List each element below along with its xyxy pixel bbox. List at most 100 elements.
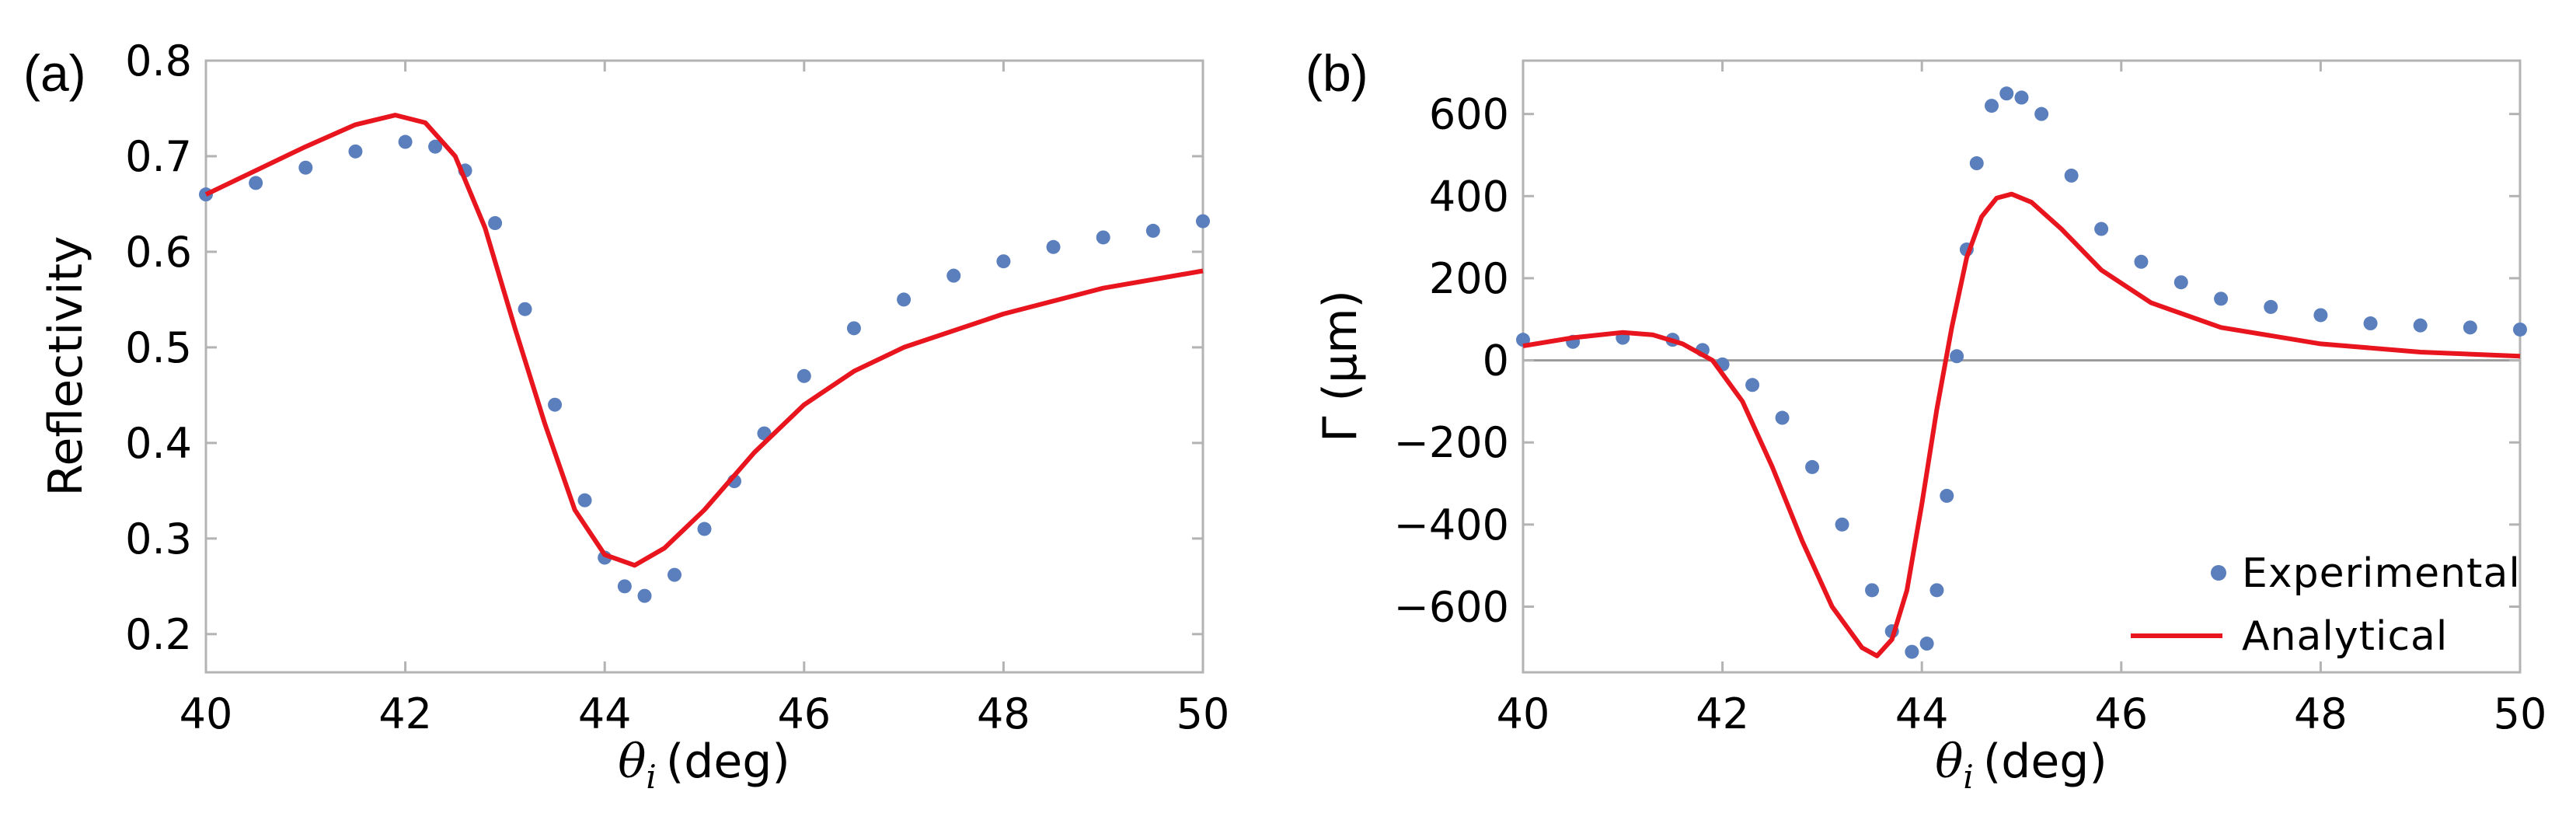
experimental-point bbox=[518, 302, 532, 316]
experimental-point bbox=[488, 216, 503, 231]
panel-b-x-ticks: 40 42 44 46 48 50 bbox=[1497, 61, 2547, 738]
panel-b-y-axis-label: Γ (μm) bbox=[1313, 290, 1368, 442]
x-tick-label: 50 bbox=[2494, 689, 2547, 738]
experimental-point bbox=[2413, 318, 2428, 333]
panel-b-frame bbox=[1522, 59, 2522, 674]
experimental-point bbox=[1985, 99, 1999, 113]
experimental-point bbox=[298, 160, 313, 175]
experimental-point bbox=[2513, 322, 2527, 337]
experimental-point bbox=[428, 139, 443, 154]
panel-b-x-axis-subscript: i bbox=[1963, 758, 1973, 796]
legend-analytical-label: Analytical bbox=[2242, 613, 2448, 660]
experimental-point bbox=[1046, 239, 1061, 254]
panel-b-y-ticks: −600 −400 −200 0 200 400 600 bbox=[1394, 90, 2520, 631]
y-tick-label: 0.4 bbox=[125, 419, 192, 468]
experimental-point bbox=[249, 176, 263, 190]
experimental-point bbox=[398, 134, 413, 149]
panel-a-label: (a) bbox=[23, 44, 86, 102]
y-tick-label: −600 bbox=[1394, 582, 1509, 631]
x-tick-label: 40 bbox=[180, 689, 233, 738]
y-tick-label: 600 bbox=[1429, 90, 1509, 139]
y-tick-label: 0.6 bbox=[125, 228, 192, 277]
x-tick-label: 48 bbox=[2294, 689, 2348, 738]
experimental-point bbox=[2134, 254, 2149, 269]
experimental-point bbox=[1096, 230, 1110, 245]
panel-a-y-ticks: 0.2 0.3 0.4 0.5 0.6 0.7 0.8 bbox=[125, 37, 1203, 659]
x-tick-label: 40 bbox=[1497, 689, 1550, 738]
panel-a-x-ticks: 40 42 44 46 48 50 bbox=[180, 61, 1230, 738]
panel-a-series bbox=[199, 113, 1210, 603]
y-tick-label: 0.7 bbox=[125, 132, 192, 181]
experimental-point bbox=[946, 268, 961, 283]
experimental-point bbox=[1775, 410, 1790, 425]
experimental-point bbox=[1905, 644, 1919, 659]
panel-a: (a) 40 42 44 46 48 50 0.2 0.3 0.4 0.5 0.6 0.7 0.8 R… bbox=[23, 37, 1229, 796]
x-tick-label: 42 bbox=[1696, 689, 1749, 738]
experimental-point bbox=[1999, 86, 2014, 101]
experimental-point bbox=[897, 292, 912, 307]
x-tick-label: 42 bbox=[378, 689, 432, 738]
experimental-point bbox=[2014, 90, 2029, 105]
experimental-point bbox=[2064, 168, 2079, 183]
experimental-point bbox=[1865, 583, 1880, 598]
experimental-point bbox=[2094, 222, 2109, 236]
panel-a-frame bbox=[204, 59, 1204, 674]
experimental-point bbox=[846, 321, 861, 336]
panel-b-x-axis-unit: (deg) bbox=[1983, 735, 2107, 789]
experimental-point bbox=[1145, 223, 1160, 238]
x-tick-label: 46 bbox=[2094, 689, 2148, 738]
experimental-point bbox=[1805, 459, 1820, 474]
experimental-point bbox=[577, 493, 592, 508]
experimental-point bbox=[1940, 488, 1954, 503]
y-tick-label: 400 bbox=[1429, 172, 1509, 221]
experimental-point bbox=[2264, 299, 2278, 314]
experimental-point bbox=[2313, 308, 2328, 323]
y-tick-label: −400 bbox=[1394, 501, 1509, 550]
panel-a-x-axis-unit: (deg) bbox=[666, 735, 790, 789]
experimental-point bbox=[797, 368, 811, 383]
y-tick-label: 200 bbox=[1429, 254, 1509, 303]
y-tick-label: 0.3 bbox=[125, 515, 192, 564]
experimental-point bbox=[1196, 214, 1210, 229]
experimental-point bbox=[668, 567, 682, 582]
y-tick-label: 0 bbox=[1483, 337, 1509, 386]
y-tick-label: −200 bbox=[1394, 418, 1509, 467]
experimental-point bbox=[2463, 320, 2477, 335]
panel-a-x-axis-symbol: θ bbox=[618, 735, 646, 789]
experimental-point bbox=[637, 588, 652, 603]
experimental-point bbox=[2214, 291, 2229, 306]
experimental-point bbox=[697, 522, 712, 536]
analytical-curve bbox=[1522, 191, 2521, 658]
experimental-point bbox=[1969, 156, 1984, 171]
y-tick-label: 0.2 bbox=[125, 610, 192, 659]
experimental-point bbox=[1929, 583, 1944, 598]
panel-a-x-axis-label: θi (deg) bbox=[618, 735, 790, 796]
experimental-point bbox=[2034, 106, 2049, 121]
panel-a-x-axis-subscript: i bbox=[646, 758, 656, 796]
legend-experimental-label: Experimental bbox=[2242, 550, 2521, 597]
experimental-point bbox=[617, 579, 632, 594]
x-tick-label: 44 bbox=[1895, 689, 1949, 738]
panel-b-x-axis-symbol: θ bbox=[1935, 735, 1963, 789]
experimental-point bbox=[1919, 637, 1934, 651]
analytical-curve bbox=[204, 113, 1204, 568]
experimental-point bbox=[1835, 517, 1849, 532]
x-tick-label: 50 bbox=[1176, 689, 1230, 738]
y-tick-label: 0.5 bbox=[125, 323, 192, 372]
panel-a-y-axis-label: Reflectivity bbox=[39, 236, 93, 496]
experimental-point bbox=[348, 144, 363, 159]
x-tick-label: 48 bbox=[977, 689, 1030, 738]
legend-experimental-marker bbox=[2211, 565, 2226, 581]
experimental-point bbox=[2363, 316, 2378, 331]
panel-b-series bbox=[1516, 86, 2527, 659]
panel-b-label: (b) bbox=[1305, 44, 1368, 102]
x-tick-label: 44 bbox=[578, 689, 632, 738]
panel-b: (b) 40 42 44 46 48 50 −600−400−2000200400600 … bbox=[1305, 44, 2546, 796]
panel-b-x-axis-label: θi (deg) bbox=[1935, 735, 2107, 796]
experimental-point bbox=[1745, 378, 1760, 393]
experimental-point bbox=[548, 397, 563, 412]
x-tick-label: 46 bbox=[777, 689, 831, 738]
legend: Experimental Analytical bbox=[2131, 550, 2521, 660]
y-tick-label: 0.8 bbox=[125, 37, 192, 85]
